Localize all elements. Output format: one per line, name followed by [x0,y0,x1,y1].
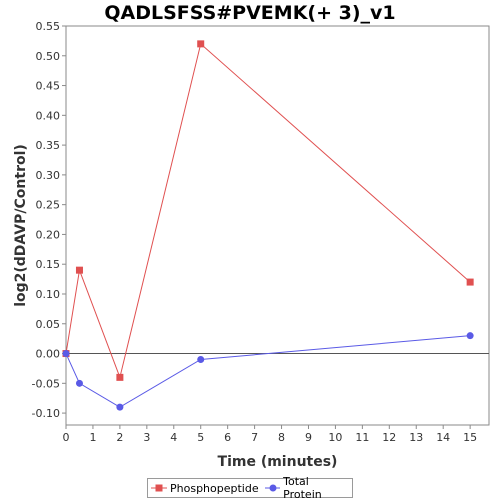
legend: Phosphopeptide Total Protein [147,475,353,501]
x-axis-label: Time (minutes) [218,454,338,470]
x-tick-label: 3 [143,431,150,444]
legend-item-phosphopeptide: Phosphopeptide [151,482,259,495]
y-tick-label: -0.10 [32,407,60,420]
data-point-total-protein [75,379,83,387]
data-point-phosphopeptide [466,278,474,286]
legend-swatch-total-protein [264,484,281,492]
x-tick-label: 8 [278,431,285,444]
data-point-total-protein [62,350,70,358]
chart-title: QADLSFSS#PVEMK(+ 3)_v1 [104,2,396,24]
y-tick-label: -0.05 [32,377,60,390]
plot-area: -0.10 -0.05 0.00 0.05 0.10 0.15 0.20 0.25 0.30 0.… [13,20,490,470]
x-tick-label: 6 [224,431,231,444]
x-tick-label: 13 [409,431,423,444]
x-tick-label: 4 [170,431,177,444]
data-point-total-protein [116,403,124,411]
y-tick-label: 0.45 [36,80,61,93]
x-tick-label: 9 [305,431,312,444]
legend-swatch-phosphopeptide [151,484,167,492]
y-tick-label: 0.30 [36,169,61,182]
y-tick-label: 0.15 [36,258,61,271]
x-tick-label: 0 [63,431,70,444]
legend-item-total-protein: Total Protein [264,475,349,501]
data-point-total-protein [466,332,474,340]
y-axis-label: log2(dDAVP/Control) [13,144,29,307]
x-tick-label: 10 [328,431,342,444]
y-tick-label: 0.20 [36,228,61,241]
data-point-phosphopeptide [116,373,124,381]
x-tick-label: 7 [251,431,258,444]
y-tick-label: 0.35 [36,139,61,152]
plot-frame [65,25,490,426]
y-tick-label: 0.50 [36,50,61,63]
x-tick-label: 1 [89,431,96,444]
data-point-phosphopeptide [75,266,83,274]
x-tick-label: 11 [355,431,369,444]
y-tick-label: 0.10 [36,288,61,301]
x-tick-label: 2 [116,431,123,444]
data-point-phosphopeptide [197,40,205,48]
data-point-total-protein [197,355,205,363]
x-tick-label: 5 [197,431,204,444]
y-tick-label: 0.00 [36,348,61,361]
y-tick-label: 0.55 [36,20,61,33]
legend-label-total-protein: Total Protein [283,475,322,501]
x-tick-label: 14 [436,431,450,444]
legend-label-phosphopeptide: Phosphopeptide [170,481,259,495]
x-tick-label: 12 [382,431,396,444]
y-tick-label: 0.05 [36,318,61,331]
x-tick-label: 15 [463,431,477,444]
y-tick-label: 0.40 [36,109,61,122]
y-tick-label: 0.25 [36,199,61,212]
